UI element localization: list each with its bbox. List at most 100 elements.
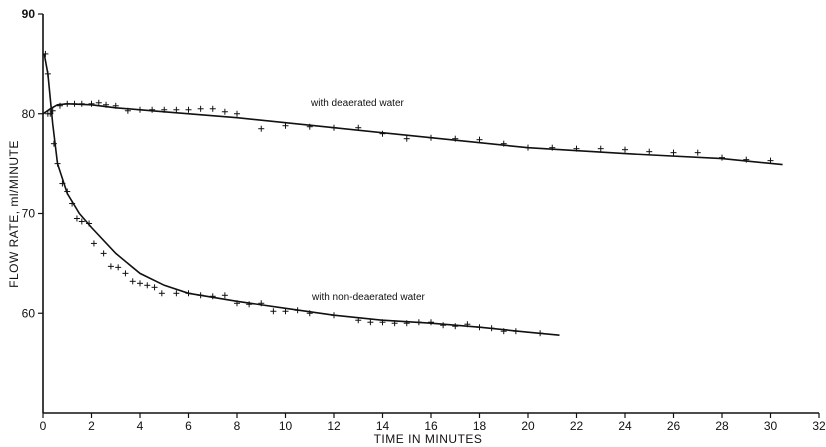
x-tick-label: 6 bbox=[185, 419, 192, 433]
data-point-1 bbox=[694, 149, 701, 156]
data-point-2 bbox=[137, 280, 143, 287]
data-point-2 bbox=[115, 264, 122, 271]
data-point-2 bbox=[144, 282, 151, 289]
data-point-2 bbox=[158, 290, 165, 297]
data-point-2 bbox=[59, 180, 66, 187]
axes: FLOW RATE, ml/MINUTE TIME IN MINUTES bbox=[7, 14, 819, 446]
series-line-2 bbox=[43, 53, 560, 336]
x-tick-label: 32 bbox=[812, 419, 826, 433]
data-point-1 bbox=[549, 144, 556, 151]
data-point-1 bbox=[646, 148, 653, 155]
data-point-2 bbox=[500, 328, 507, 335]
data-point-2 bbox=[464, 321, 471, 328]
data-point-1 bbox=[173, 106, 180, 113]
x-tick-label: 24 bbox=[618, 419, 632, 433]
data-point-1 bbox=[88, 100, 95, 107]
data-point-1 bbox=[112, 102, 119, 109]
x-tick-label: 12 bbox=[327, 419, 341, 433]
data-point-2 bbox=[50, 140, 57, 147]
data-point-2 bbox=[185, 290, 192, 297]
data-point-2 bbox=[107, 263, 114, 270]
data-point-2 bbox=[537, 330, 544, 337]
data-point-2 bbox=[282, 308, 289, 315]
data-point-2 bbox=[512, 328, 519, 335]
data-point-1 bbox=[197, 105, 204, 112]
data-point-1 bbox=[221, 108, 228, 115]
data-point-1 bbox=[355, 124, 362, 131]
x-tick-label: 4 bbox=[137, 419, 144, 433]
data-point-2 bbox=[209, 293, 216, 300]
data-point-2 bbox=[258, 300, 265, 307]
data-point-1 bbox=[622, 146, 628, 153]
annotation-deaerated: with deaerated water bbox=[310, 98, 405, 109]
data-point-2 bbox=[428, 319, 434, 326]
data-point-2 bbox=[306, 310, 313, 317]
data-point-2 bbox=[331, 312, 337, 319]
data-point-2 bbox=[129, 278, 136, 285]
x-tick-label: 30 bbox=[764, 419, 778, 433]
data-point-2 bbox=[44, 70, 51, 77]
data-point-2 bbox=[78, 218, 85, 225]
data-point-1 bbox=[95, 99, 102, 106]
y-axis-title: FLOW RATE, ml/MINUTE bbox=[7, 140, 21, 288]
y-tick-label: 90 bbox=[22, 7, 36, 21]
data-point-1 bbox=[306, 123, 313, 130]
data-point-2 bbox=[54, 160, 61, 167]
data-point-2 bbox=[367, 319, 374, 326]
data-point-1 bbox=[500, 140, 507, 147]
data-point-1 bbox=[282, 122, 289, 129]
data-point-2 bbox=[100, 250, 107, 257]
annotation-non-deaerated: with non-deaerated water bbox=[311, 292, 426, 303]
data-point-2 bbox=[47, 110, 54, 117]
data-point-1 bbox=[525, 144, 531, 151]
data-point-2 bbox=[391, 320, 398, 327]
x-axis-title: TIME IN MINUTES bbox=[374, 432, 483, 446]
data-point-2 bbox=[173, 290, 180, 297]
data-point-2 bbox=[151, 284, 158, 291]
data-point-2 bbox=[355, 317, 362, 324]
data-point-1 bbox=[379, 130, 386, 137]
series-line-1 bbox=[42, 102, 783, 166]
data-point-2 bbox=[476, 324, 483, 331]
data-point-1 bbox=[719, 154, 725, 161]
data-point-1 bbox=[670, 149, 677, 156]
data-point-2 bbox=[197, 292, 204, 299]
data-point-2 bbox=[488, 325, 495, 332]
data-point-1 bbox=[71, 100, 78, 107]
x-tick-label: 14 bbox=[376, 419, 390, 433]
data-point-1 bbox=[124, 107, 131, 114]
data-point-1 bbox=[234, 110, 240, 117]
x-tick-label: 10 bbox=[279, 419, 293, 433]
data-point-1 bbox=[209, 105, 216, 112]
data-point-1 bbox=[149, 106, 156, 113]
data-point-2 bbox=[294, 307, 301, 314]
data-point-1 bbox=[743, 156, 750, 163]
data-point-1 bbox=[64, 100, 71, 107]
y-tick-label: 80 bbox=[22, 107, 36, 121]
x-tick-label: 0 bbox=[40, 419, 47, 433]
data-point-2 bbox=[234, 300, 240, 307]
data-point-2 bbox=[403, 320, 410, 327]
data-point-1 bbox=[597, 145, 604, 152]
data-point-1 bbox=[258, 125, 265, 132]
data-point-2 bbox=[90, 240, 97, 247]
x-tick-label: 8 bbox=[234, 419, 241, 433]
data-point-1 bbox=[137, 106, 143, 113]
data-point-1 bbox=[78, 100, 85, 107]
data-point-2 bbox=[86, 220, 93, 227]
data-point-1 bbox=[331, 124, 337, 131]
data-point-2 bbox=[415, 319, 422, 326]
x-tick-label: 20 bbox=[521, 419, 535, 433]
data-point-2 bbox=[69, 200, 76, 207]
x-tick-label: 16 bbox=[424, 419, 438, 433]
data-point-2 bbox=[452, 323, 459, 330]
x-tick-label: 2 bbox=[88, 419, 95, 433]
x-tick-label: 28 bbox=[715, 419, 729, 433]
data-point-1 bbox=[428, 134, 434, 141]
data-point-1 bbox=[476, 136, 483, 143]
data-point-2 bbox=[73, 215, 80, 222]
data-point-2 bbox=[270, 308, 277, 315]
data-point-2 bbox=[42, 50, 49, 57]
